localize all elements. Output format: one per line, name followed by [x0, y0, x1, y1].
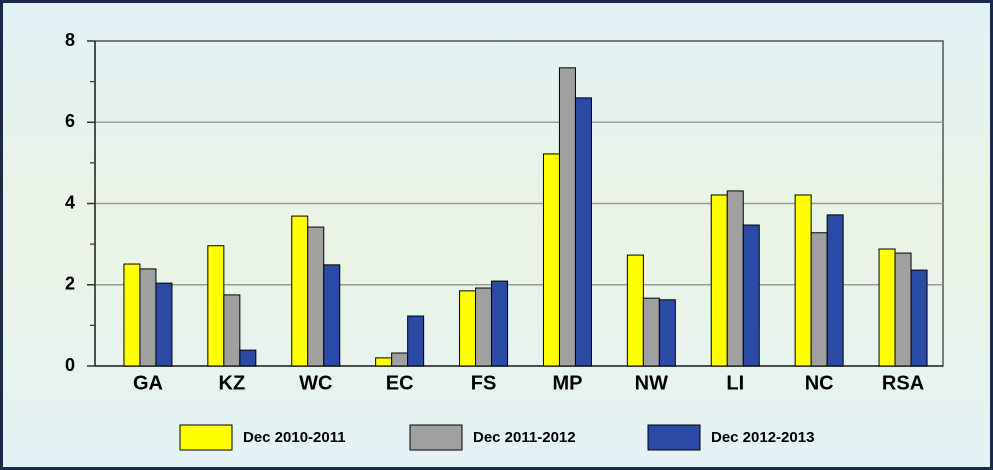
bar: [223, 294, 241, 367]
bar: [375, 357, 393, 367]
bar: [710, 194, 728, 367]
bar: [894, 252, 912, 367]
y-tick-label: 0: [65, 355, 75, 375]
bar: [391, 352, 409, 367]
bar: [742, 224, 760, 367]
x-tick-label: GA: [133, 372, 163, 394]
legend-label: Dec 2011-2012: [473, 429, 576, 446]
bar: [207, 245, 225, 367]
x-tick-label: FS: [471, 372, 497, 394]
bar: [542, 153, 560, 367]
legend-swatch: [409, 424, 463, 451]
bar: [878, 248, 896, 367]
y-tick-label: 2: [65, 274, 75, 294]
y-tick-label: 4: [65, 192, 75, 212]
x-tick-label: NC: [805, 372, 834, 394]
legend-label: Dec 2010-2011: [243, 429, 346, 446]
bar: [291, 215, 309, 367]
bar: [810, 232, 828, 367]
bar: [323, 264, 341, 367]
x-tick-label: MP: [552, 372, 582, 394]
bar: [307, 226, 325, 367]
bar: [794, 194, 812, 367]
bar: [658, 299, 676, 367]
plot-area: 0 2 4 6 8 GA KZ WC EC FS MP NW LI NC RSA Dec 2010-2011 D…: [65, 30, 944, 451]
x-tick-label: KZ: [219, 372, 246, 394]
bar: [642, 297, 660, 367]
bar: [139, 268, 157, 367]
x-tick-label: EC: [386, 372, 414, 394]
bar: [491, 280, 509, 367]
legend-label: Dec 2012-2013: [711, 429, 814, 446]
x-tick-label: LI: [726, 372, 744, 394]
x-tick-label: WC: [299, 372, 332, 394]
bar: [626, 254, 644, 367]
bar: [826, 214, 844, 367]
bar: [910, 269, 928, 367]
y-tick-label: 8: [65, 30, 75, 50]
bar: [475, 287, 493, 367]
bar: [726, 190, 744, 367]
bar: [459, 290, 477, 367]
bar: [123, 263, 141, 367]
y-tick-label: 6: [65, 111, 75, 131]
bar: [239, 349, 257, 367]
legend-swatch: [179, 424, 233, 451]
bar: [155, 282, 173, 367]
x-tick-label: RSA: [882, 372, 924, 394]
x-tick-label: NW: [635, 372, 668, 394]
bar: [558, 67, 576, 367]
bar: [407, 315, 425, 367]
bar: [574, 97, 592, 367]
legend-swatch: [647, 424, 701, 451]
